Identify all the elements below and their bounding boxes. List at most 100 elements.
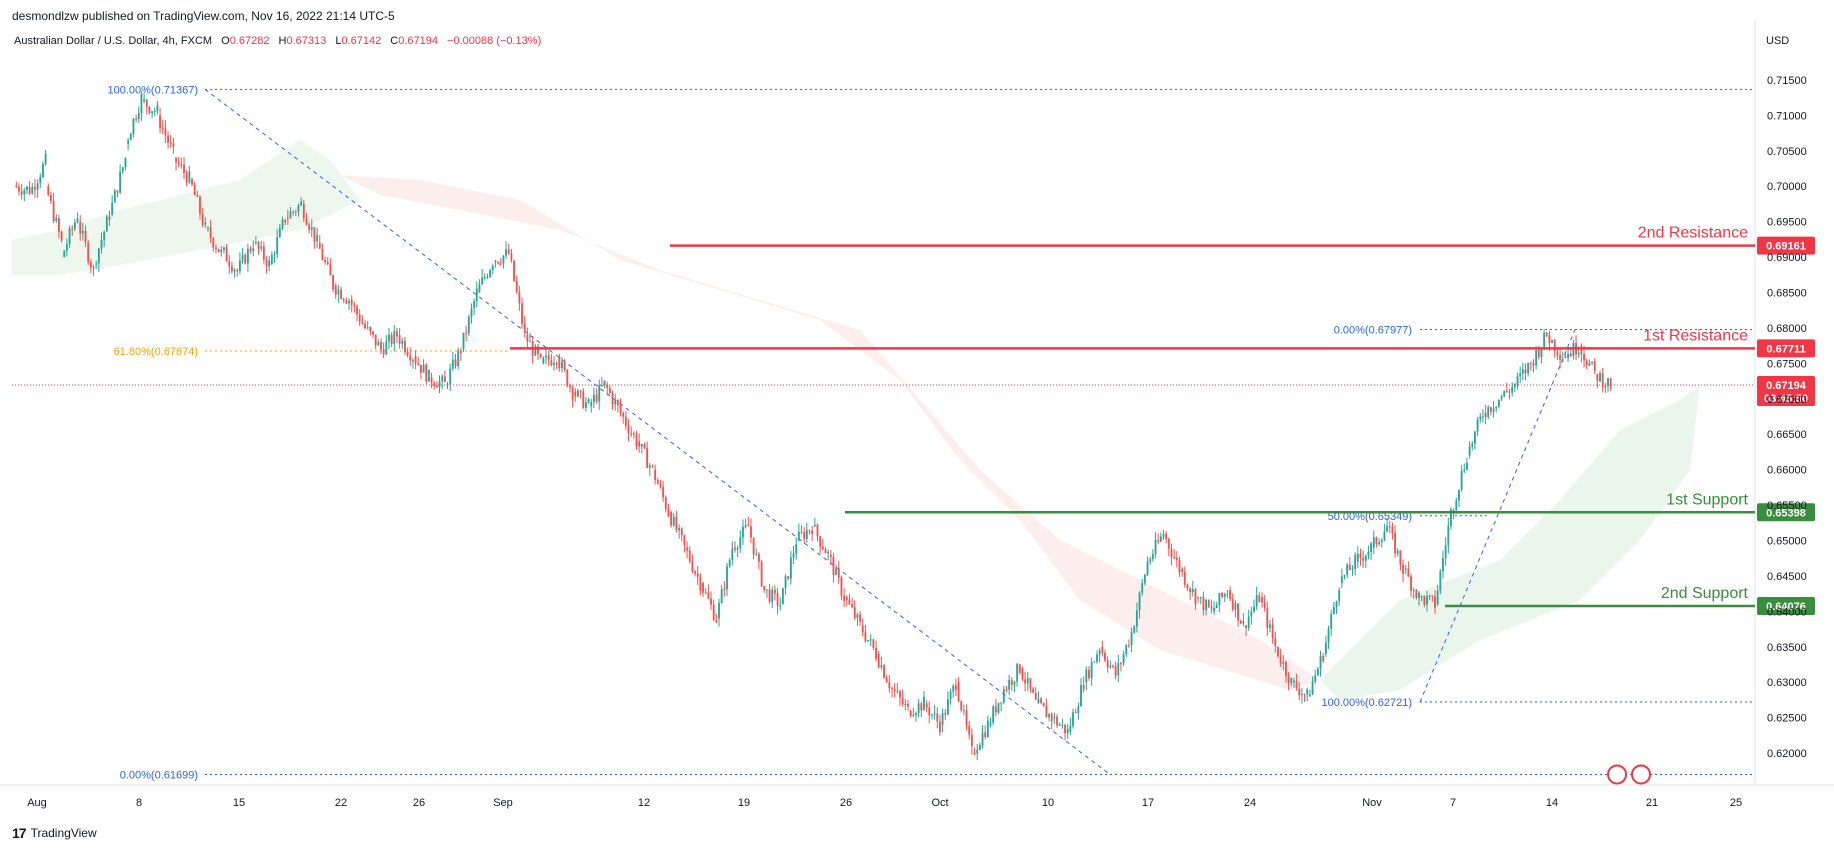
candle-body [1497,399,1500,407]
candle-body [1016,664,1019,682]
candle-body [545,355,547,358]
candle-body [1034,692,1037,700]
candle-body [388,334,390,342]
candle-body [1569,353,1572,357]
candle-body [177,162,180,165]
candle-body [856,614,859,618]
candle-body [789,557,792,579]
candle-body [608,388,611,393]
candle-body [1391,526,1394,533]
candlestick-series [15,91,1612,761]
candle-body [169,142,172,144]
candle-body [805,530,808,539]
candle-body [1604,385,1607,388]
candle-body [1159,536,1162,542]
candle-body [372,331,374,335]
candle-body [1596,373,1599,382]
candle-body [505,249,508,256]
candle-body [1527,362,1530,374]
candle-body [1210,606,1213,609]
candle-body [1418,592,1420,598]
candle-body [869,639,872,641]
candle-body [680,528,683,536]
candle-body [180,164,183,166]
candle-body [97,248,100,264]
currency-label: USD [1766,35,1790,47]
candle-body [960,701,963,711]
candle-body [800,531,803,533]
candle-body [1460,471,1463,490]
candle-body [313,227,316,242]
candle-body [1330,613,1333,629]
candle-body [148,106,151,113]
candle-body [1476,419,1479,432]
candle-body [145,99,148,107]
candle-body [529,341,531,343]
candle-body [185,172,188,183]
candle-body [137,112,140,120]
candle-body [497,261,500,264]
candle-body [1077,706,1080,714]
candle-body [406,352,409,356]
level-price-text: 0.65398 [1766,507,1806,519]
candle-body [1008,680,1011,690]
candle-body [1074,712,1077,714]
candle-body [1096,654,1098,662]
candle-body [851,604,854,608]
candle-body [944,713,947,715]
candle-body [648,465,651,468]
candle-body [1282,661,1285,664]
candle-body [1045,706,1048,718]
candle-body [744,525,747,527]
candle-body [1032,688,1035,693]
candle-body [1167,538,1170,549]
candle-body [276,237,279,255]
candle-body [1285,661,1287,676]
candle-body [1311,681,1314,695]
candle-body [353,304,356,307]
candle-body [1255,595,1258,607]
candle-body [1444,545,1447,559]
candle-body [260,246,263,249]
candle-body [510,253,513,261]
candle-body [1205,600,1208,611]
open-value: 0.67282 [229,35,270,47]
candle-body [204,222,207,225]
candle-body [50,194,52,201]
candle-body [603,380,606,386]
candle-body [393,331,396,344]
candle-body [635,434,638,447]
candle-body [1080,684,1082,707]
candle-body [616,400,619,406]
candle-body [981,732,984,746]
candle-body [888,682,891,689]
level-name: 1st Support [1666,491,1748,508]
candle-body [292,211,295,213]
candle-body [34,187,36,190]
candle-body [720,588,723,603]
candle-body [1561,359,1564,361]
candle-body [342,298,345,301]
candle-body [396,331,398,337]
level-price-text: 0.69161 [1766,241,1806,253]
candle-body [1591,361,1593,363]
cloud-green-2 [1320,385,1700,700]
candle-body [156,105,159,111]
price-tick-label: 0.69500 [1767,217,1807,229]
candle-body [1215,605,1218,609]
candle-body [411,360,414,362]
candle-body [1378,542,1381,545]
candle-body [23,189,26,195]
candle-body [278,227,281,238]
candle-body [1492,408,1495,412]
price-tick-label: 0.62000 [1767,748,1807,760]
candle-body [1404,568,1407,570]
candle-body [1327,628,1330,643]
candle-body [1029,678,1032,689]
candle-body [228,261,231,267]
candle-body [268,260,271,267]
candle-body [1253,606,1255,612]
candle-body [968,725,971,735]
candle-body [1109,665,1112,667]
